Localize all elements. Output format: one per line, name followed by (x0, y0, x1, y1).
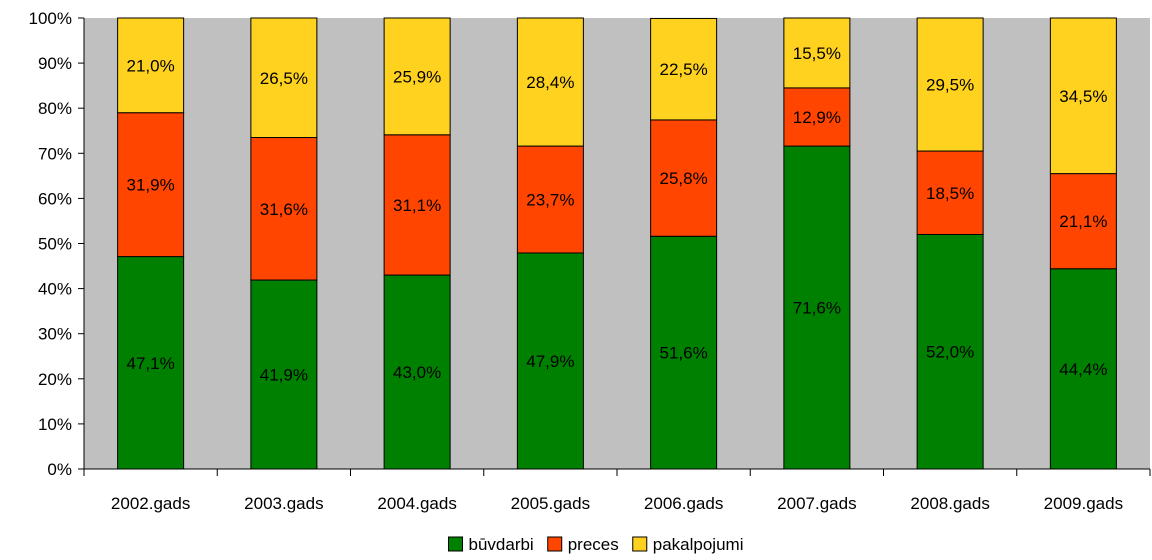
data-label-pakalpojumi-2004.gads: 25,9% (393, 67, 441, 86)
bar-segment-būvdarbi-2008.gads (916, 233, 984, 470)
bar-segment-pakalpojumi-2006.gads (650, 17, 718, 121)
data-label-preces-2002.gads: 31,9% (127, 176, 175, 195)
x-tick-label: 2007.gads (777, 494, 856, 513)
data-label-preces-2008.gads: 18,5% (926, 184, 974, 203)
bar-segment-pakalpojumi-2002.gads (117, 17, 185, 114)
bar-segment-preces-2002.gads (117, 112, 185, 258)
y-tick-label: 90% (38, 54, 72, 73)
data-label-pakalpojumi-2003.gads: 26,5% (260, 69, 308, 88)
bar-segment-būvdarbi-2007.gads (783, 145, 851, 470)
y-tick-label: 20% (38, 370, 72, 389)
bar-segment-preces-2005.gads (516, 145, 584, 254)
bar-segment-būvdarbi-2002.gads (117, 256, 185, 470)
data-label-pakalpojumi-2008.gads: 29,5% (926, 76, 974, 95)
y-tick-label: 30% (38, 325, 72, 344)
bar-segment-preces-2003.gads (250, 137, 318, 281)
x-tick-label: 2006.gads (644, 494, 723, 513)
data-label-preces-2005.gads: 23,7% (526, 191, 574, 210)
data-label-būvdarbi-2008.gads: 52,0% (926, 343, 974, 362)
y-tick-label: 40% (38, 280, 72, 299)
x-tick-label: 2008.gads (910, 494, 989, 513)
bar-segment-preces-2008.gads (916, 150, 984, 235)
bar-segment-būvdarbi-2003.gads (250, 279, 318, 470)
x-tick-label: 2004.gads (377, 494, 456, 513)
bar-segment-pakalpojumi-2005.gads (516, 17, 584, 147)
data-label-preces-2006.gads: 25,8% (660, 169, 708, 188)
data-label-pakalpojumi-2007.gads: 15,5% (793, 44, 841, 63)
y-tick-label: 0% (47, 460, 72, 479)
data-label-būvdarbi-2005.gads: 47,9% (526, 352, 574, 371)
x-tick-label: 2005.gads (511, 494, 590, 513)
data-label-pakalpojumi-2005.gads: 28,4% (526, 73, 574, 92)
bar-segment-pakalpojumi-2003.gads (250, 17, 318, 139)
data-label-preces-2009.gads: 21,1% (1059, 212, 1107, 231)
plot-area (84, 18, 1150, 469)
bar-segment-preces-2004.gads (383, 134, 451, 276)
y-tick-label: 70% (38, 144, 72, 163)
bar-segment-preces-2007.gads (783, 87, 851, 147)
data-label-pakalpojumi-2009.gads: 34,5% (1059, 87, 1107, 106)
data-label-pakalpojumi-2006.gads: 22,5% (660, 60, 708, 79)
data-label-būvdarbi-2006.gads: 51,6% (660, 344, 708, 363)
x-tick-label: 2009.gads (1044, 494, 1123, 513)
data-label-būvdarbi-2003.gads: 41,9% (260, 366, 308, 385)
bar-segment-pakalpojumi-2007.gads (783, 17, 851, 89)
bar-segment-pakalpojumi-2009.gads (1049, 17, 1117, 175)
legend-label-pakalpojumi: pakalpojumi (653, 535, 744, 554)
legend-swatch-preces (547, 536, 563, 552)
y-tick-label: 80% (38, 99, 72, 118)
bar-segment-būvdarbi-2005.gads (516, 252, 584, 470)
data-label-preces-2003.gads: 31,6% (260, 200, 308, 219)
data-label-būvdarbi-2007.gads: 71,6% (793, 299, 841, 318)
legend-swatch-būvdarbi (448, 536, 464, 552)
data-label-būvdarbi-2002.gads: 47,1% (127, 354, 175, 373)
y-tick-label: 60% (38, 189, 72, 208)
bar-segment-būvdarbi-2006.gads (650, 235, 718, 470)
legend-label-preces: preces (568, 535, 619, 554)
legend-label-būvdarbi: būvdarbi (469, 535, 534, 554)
x-tick-label: 2003.gads (244, 494, 323, 513)
bar-segment-pakalpojumi-2004.gads (383, 17, 451, 136)
data-label-būvdarbi-2004.gads: 43,0% (393, 363, 441, 382)
bar-segment-preces-2009.gads (1049, 173, 1117, 270)
data-label-būvdarbi-2009.gads: 44,4% (1059, 360, 1107, 379)
data-label-preces-2004.gads: 31,1% (393, 196, 441, 215)
x-tick-label: 2002.gads (111, 494, 190, 513)
data-label-pakalpojumi-2002.gads: 21,0% (127, 56, 175, 75)
y-tick-label: 50% (38, 235, 72, 254)
legend-swatch-pakalpojumi (632, 536, 648, 552)
y-tick-label: 100% (29, 9, 72, 28)
bar-segment-pakalpojumi-2008.gads (916, 17, 984, 152)
y-tick-label: 10% (38, 415, 72, 434)
data-label-preces-2007.gads: 12,9% (793, 108, 841, 127)
